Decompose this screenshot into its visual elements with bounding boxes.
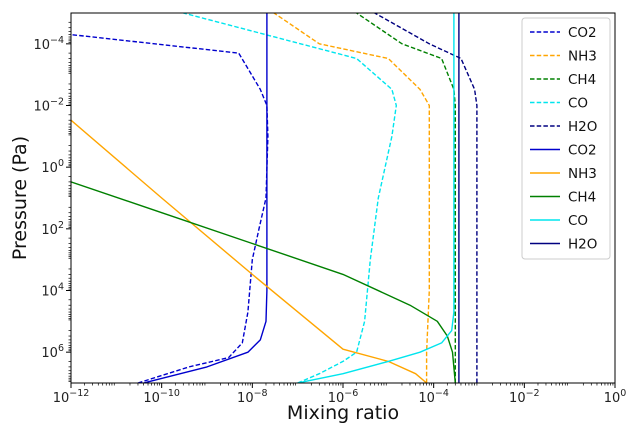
series-line-co-solid [297,13,455,383]
y-tick-label: 104 [41,282,64,300]
legend-entry-label: CH4 [568,72,596,88]
y-tick-label: 100 [41,158,64,176]
y-tick-label: 106 [41,343,64,361]
series-line-co2-dashed [71,33,269,383]
legend-box [521,17,611,260]
x-axis: 10−12 10−10 10−8 10−6 10−4 10−2 100 [53,383,627,406]
y-axis: 10−4 10−2 100 102 104 106 [33,21,71,382]
series-line-ch4-solid [71,181,456,383]
series-line-nh3-dashed [273,13,430,383]
x-tick-label: 10−4 [418,388,449,406]
x-tick-label: 10−8 [237,388,268,406]
legend-entry-label: NH3 [568,49,597,65]
series-line-co2-solid [143,13,268,383]
series-line-co-dashed [183,13,397,383]
x-tick-label: 10−10 [143,388,180,406]
legend-entry-label: H2O [568,237,597,253]
x-tick-label: 10−2 [509,388,540,406]
y-tick-label: 10−4 [33,35,64,53]
series-line-h2o-dashed [374,13,478,383]
x-tick-label: 100 [604,388,627,406]
x-tick-label: 10−12 [53,388,90,406]
series-line-nh3-solid [71,119,428,383]
x-tick-label: 10−6 [328,388,359,406]
legend: CO2 NH3 CH4 CO H2O CO2 NH3 CH4 CO H2O [521,17,611,260]
y-tick-label: 102 [41,220,64,238]
legend-entry-label: CH4 [568,190,596,206]
legend-entry-label: CO [568,213,588,229]
legend-entry-label: CO [568,96,588,112]
y-tick-label: 10−2 [33,97,64,115]
legend-entry-label: NH3 [568,166,597,182]
legend-entry-label: H2O [568,119,597,135]
x-axis-label: Mixing ratio [287,402,399,423]
series-line-ch4-dashed [356,13,456,383]
y-axis-label: Pressure (Pa) [9,136,31,260]
series-layer [71,13,478,383]
legend-entry-label: CO2 [568,143,597,159]
legend-entry-label: CO2 [568,25,597,41]
